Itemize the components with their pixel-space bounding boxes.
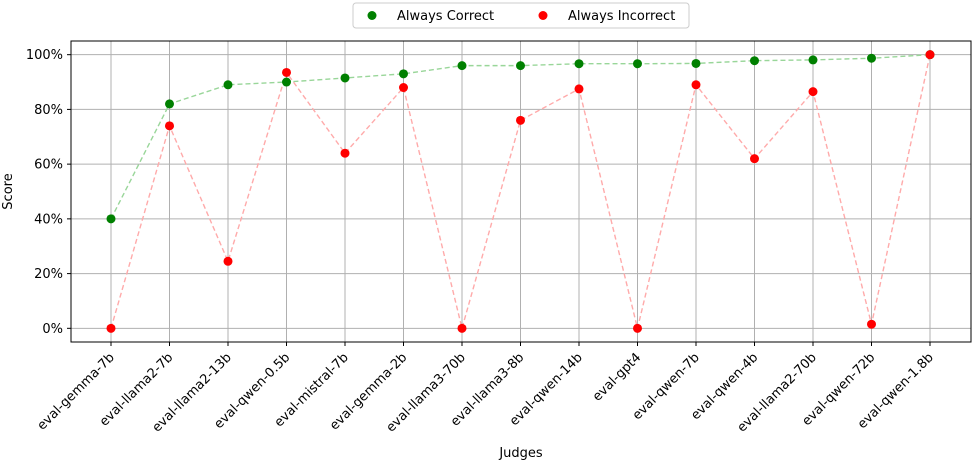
data-point [340, 73, 350, 83]
data-point [516, 115, 525, 125]
grid [71, 41, 971, 342]
data-point [282, 67, 291, 77]
x-axis-title: Judges [498, 446, 543, 461]
data-point [925, 50, 935, 60]
x-tick-label: eval-gpt4 [590, 350, 644, 404]
data-point [165, 99, 174, 109]
data-point [457, 61, 467, 71]
data-point [399, 69, 408, 79]
data-point [750, 154, 759, 164]
y-axis-title: Score [1, 173, 16, 209]
data-point [691, 58, 701, 68]
data-point [574, 84, 584, 94]
y-tick-label: 20% [34, 267, 63, 282]
y-tick-label: 60% [34, 158, 63, 173]
legend-label: Always Correct [397, 9, 494, 24]
data-point [106, 214, 116, 224]
legend-box [352, 2, 690, 29]
data-point [106, 323, 116, 333]
legend-marker [538, 11, 548, 20]
data-point [633, 323, 642, 333]
y-tick-label: 80% [34, 103, 63, 118]
data-point [223, 80, 233, 90]
data-point [808, 55, 818, 65]
data-point [633, 59, 642, 69]
x-axis: eval-gemma-7beval-llama2-7beval-llama2-1… [35, 342, 937, 435]
data-point [808, 87, 818, 97]
legend-label: Always Incorrect [568, 9, 675, 24]
legend-marker [367, 11, 377, 20]
data-point [165, 121, 174, 131]
series-line [110, 54, 931, 332]
y-tick-label: 0% [42, 322, 63, 337]
data-point [223, 256, 233, 266]
y-axis: 0% 20% 40% 60% 80% 100% [26, 48, 71, 337]
data-point [867, 53, 876, 63]
y-tick-label: 40% [34, 212, 63, 227]
data-point [457, 323, 467, 333]
data-point [691, 80, 701, 90]
data-point [282, 77, 291, 87]
y-tick-label: 100% [26, 48, 63, 63]
data-point [516, 61, 525, 71]
series-points [106, 50, 935, 333]
data-point [340, 148, 350, 158]
data-point [867, 319, 876, 329]
legend: Always Correct Always Incorrect [352, 2, 690, 29]
data-point [399, 83, 408, 93]
data-point [574, 59, 584, 69]
data-point [750, 56, 759, 66]
